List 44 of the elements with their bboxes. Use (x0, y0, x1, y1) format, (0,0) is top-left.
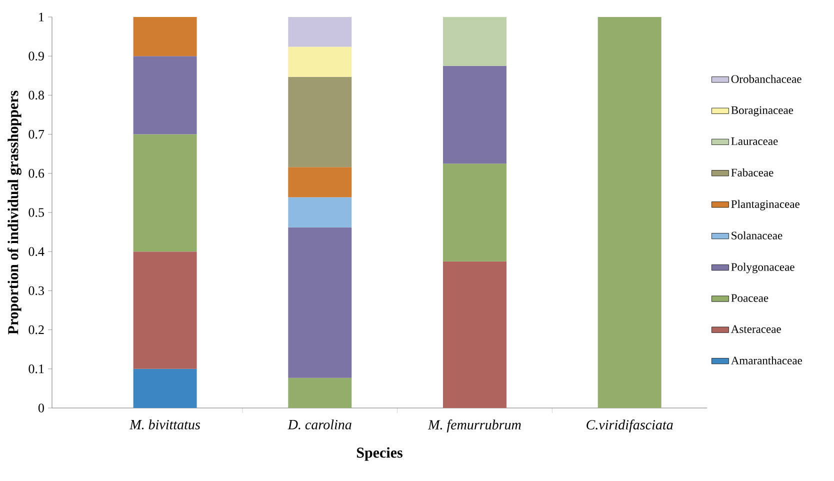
legend-label: Amaranthaceae (730, 356, 802, 364)
y-tick-label: 0.2 (28, 325, 44, 334)
bar (288, 76, 352, 168)
y-tick-label: 0.6 (28, 168, 44, 178)
x-tick-label: M. bivittatus (129, 420, 200, 430)
bar (288, 46, 352, 77)
legend-label: Fabaceae (731, 168, 774, 176)
legend-label: Polygonaceae (731, 262, 794, 274)
y-tick-label: 1 (39, 12, 44, 22)
x-tick-label: D. carolina (288, 420, 352, 430)
bar (133, 16, 197, 56)
bar (133, 252, 197, 369)
legend-label: Plantaginaceae (731, 200, 800, 210)
legend-label: Lauraceae (731, 137, 778, 146)
bar (288, 378, 352, 408)
bar (598, 16, 662, 408)
y-tick-label: 0.5 (28, 208, 44, 217)
bar (442, 66, 506, 164)
x-axis-title: Species (356, 447, 402, 461)
bar (288, 197, 352, 228)
y-tick-label: 0.1 (28, 364, 44, 374)
bar (133, 368, 197, 408)
y-tick-label: 0.4 (28, 247, 44, 256)
bar (133, 56, 197, 134)
y-tick-label: 0.7 (28, 130, 44, 139)
y-tick-label: 0.8 (28, 90, 44, 100)
y-tick-label: 0 (38, 404, 44, 412)
x-tick-label: C.viridifasciata (586, 420, 673, 432)
bar (442, 16, 506, 66)
legend-label: Boraginaceae (731, 106, 794, 116)
x-tick-label: M. femurrubrum (428, 420, 521, 432)
y-tick-label: 0.3 (28, 286, 44, 296)
bar (288, 227, 352, 378)
bar (442, 164, 506, 262)
bar (133, 134, 197, 252)
legend-label: Asteraceae (730, 325, 781, 333)
bar (442, 261, 506, 408)
legend-label: Solanaceae (732, 231, 782, 240)
legend-label: Orobanchaceae (731, 74, 802, 83)
bar (288, 16, 352, 47)
y-tick-label: 0.9 (28, 52, 44, 61)
y-axis-title: Proportion of individual grasshoppers (8, 90, 22, 334)
bar (288, 167, 352, 198)
legend-label: Poaceae (731, 294, 768, 302)
